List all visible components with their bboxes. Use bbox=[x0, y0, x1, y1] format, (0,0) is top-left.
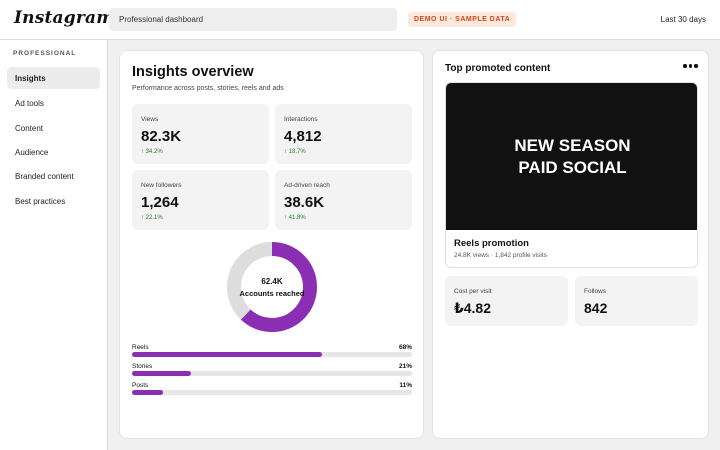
demo-badge: DEMO UI · SAMPLE DATA bbox=[408, 12, 517, 27]
insights-overview-card: Insights overview Performance across pos… bbox=[119, 50, 424, 439]
sidebar-section-title: PROFESSIONAL bbox=[13, 50, 77, 57]
stat-label: Views bbox=[141, 116, 159, 123]
metric-label: Follows bbox=[584, 288, 607, 295]
overview-title: Insights overview bbox=[132, 64, 254, 80]
overview-subtitle: Performance across posts, stories, reels… bbox=[132, 85, 284, 92]
promo-meta: 24.8K views · 1,842 profile visits bbox=[454, 252, 547, 259]
breakdown-row-posts: Posts 11% bbox=[132, 382, 412, 398]
donut-label: Accounts reached bbox=[239, 289, 305, 298]
metric-value: 842 bbox=[584, 300, 608, 316]
sidebar-item-ad-tools[interactable]: Ad tools bbox=[15, 99, 44, 108]
metric-card-cost-per-visit[interactable]: Cost per visit ₺4.82 bbox=[445, 276, 568, 326]
breakdown-percent: 11% bbox=[399, 382, 412, 389]
stat-change: ↑ 18.7% bbox=[284, 149, 306, 155]
stat-value: 1,264 bbox=[141, 194, 179, 211]
stat-label: New followers bbox=[141, 182, 182, 189]
dot bbox=[688, 64, 692, 68]
promo-title: Reels promotion bbox=[454, 238, 529, 249]
progress-track bbox=[132, 371, 412, 376]
accounts-reached-donut bbox=[227, 242, 317, 332]
top-promoted-content-card: Top promoted content NEW SEASON PAID SOC… bbox=[432, 50, 709, 439]
promoted-post-card[interactable]: NEW SEASON PAID SOCIAL Reels promotion 2… bbox=[445, 82, 698, 268]
sidebar-item-insights[interactable]: Insights bbox=[7, 67, 100, 89]
metric-card-follows[interactable]: Follows 842 bbox=[575, 276, 698, 326]
progress-fill bbox=[132, 390, 163, 395]
dot bbox=[683, 64, 687, 68]
progress-fill bbox=[132, 371, 191, 376]
progress-track bbox=[132, 390, 412, 395]
promo-creative-image: NEW SEASON PAID SOCIAL bbox=[446, 83, 697, 230]
metric-value: ₺4.82 bbox=[454, 300, 491, 316]
progress-fill bbox=[132, 352, 323, 357]
breakdown-percent: 68% bbox=[398, 344, 412, 351]
search-input[interactable]: Professional dashboard bbox=[109, 8, 397, 31]
sidebar-item-branded-content[interactable]: Branded content bbox=[15, 172, 74, 181]
sidebar-item-content[interactable]: Content bbox=[15, 124, 44, 133]
stat-label: Interactions bbox=[284, 116, 318, 123]
stat-card-ad-driven-reach[interactable]: Ad-driven reach 38.6K ↑ 41.8% bbox=[275, 170, 412, 230]
breakdown-name: Reels bbox=[132, 344, 149, 351]
stat-card-interactions[interactable]: Interactions 4,812 ↑ 18.7% bbox=[275, 104, 412, 164]
instagram-logo[interactable]: Instagram bbox=[14, 8, 115, 28]
stat-card-views[interactable]: Views 82.3K ↑ 34.2% bbox=[132, 104, 269, 164]
breakdown-name: Posts bbox=[132, 382, 149, 389]
promo-headline: NEW SEASON PAID SOCIAL bbox=[514, 136, 631, 177]
breakdown-row-stories: Stories 21% bbox=[132, 363, 412, 379]
stat-card-new-followers[interactable]: New followers 1,264 ↑ 22.1% bbox=[132, 170, 269, 230]
top-bar: Instagram Professional dashboard DEMO UI… bbox=[0, 0, 720, 40]
stat-label: Ad-driven reach bbox=[284, 182, 330, 189]
progress-track bbox=[132, 352, 412, 357]
donut-arc bbox=[227, 242, 317, 332]
stat-value: 82.3K bbox=[141, 128, 182, 145]
stat-value: 4,812 bbox=[284, 128, 322, 145]
breakdown-name: Stories bbox=[132, 363, 153, 370]
breakdown-row-reels: Reels 68% bbox=[132, 344, 412, 360]
metric-label: Cost per visit bbox=[454, 288, 492, 295]
donut-value: 62.4K bbox=[261, 277, 283, 286]
dot bbox=[694, 64, 698, 68]
date-range-selector[interactable]: Last 30 days bbox=[660, 15, 706, 24]
stat-change: ↑ 34.2% bbox=[141, 149, 163, 155]
stat-change: ↑ 22.1% bbox=[141, 215, 163, 221]
sidebar-item-best-practices[interactable]: Best practices bbox=[15, 197, 66, 206]
stat-value: 38.6K bbox=[284, 194, 325, 211]
sidebar-item-audience[interactable]: Audience bbox=[15, 148, 49, 157]
stat-change: ↑ 41.8% bbox=[284, 215, 306, 221]
top-content-title: Top promoted content bbox=[445, 63, 551, 74]
more-horizontal-icon[interactable] bbox=[682, 61, 698, 71]
sidebar: PROFESSIONAL Insights Ad tools Content A… bbox=[0, 40, 108, 450]
breakdown-percent: 21% bbox=[398, 363, 412, 370]
